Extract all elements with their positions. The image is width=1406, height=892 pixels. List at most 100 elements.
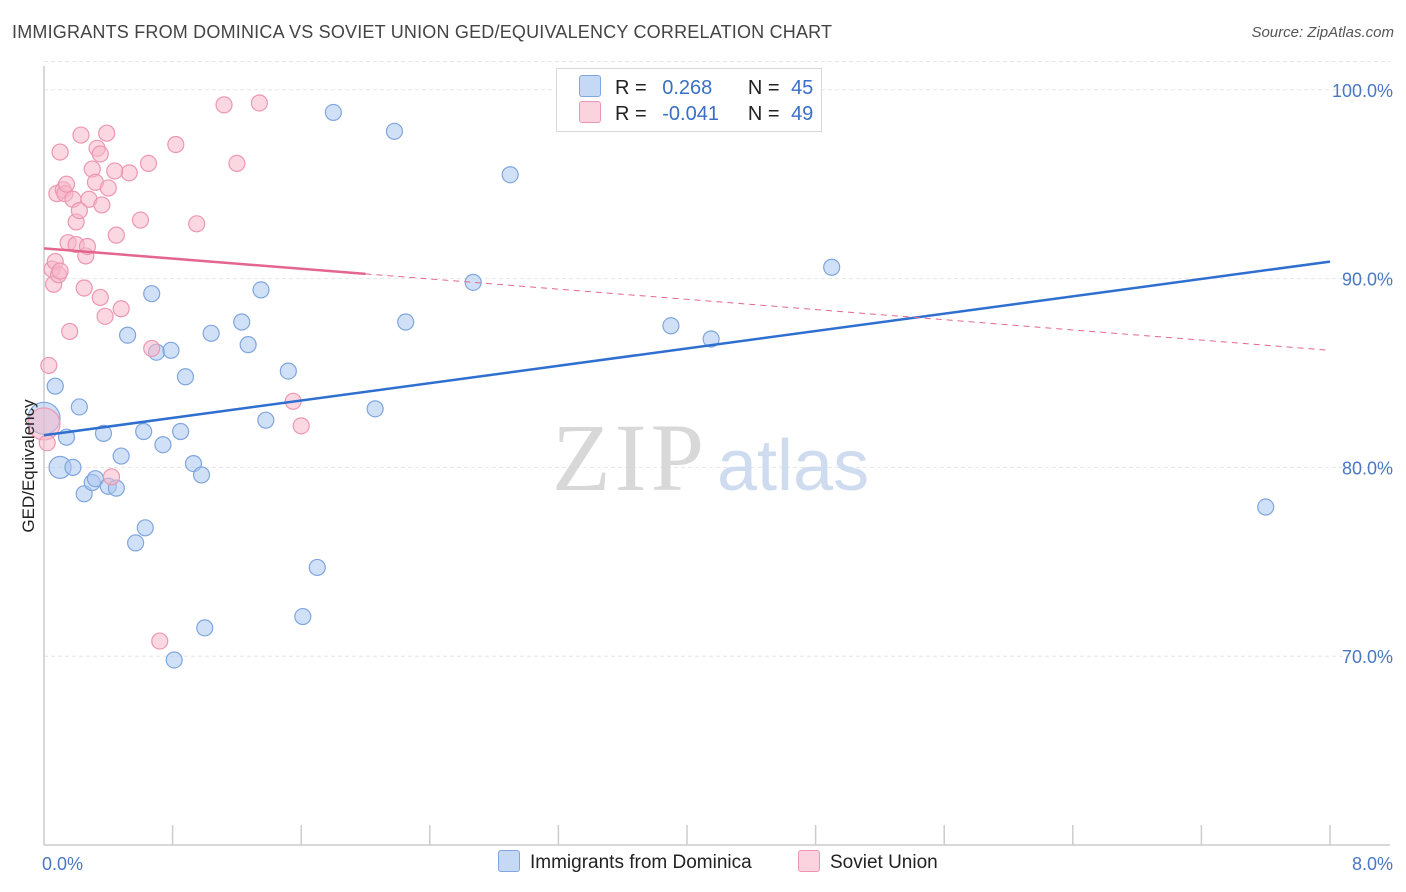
y-axis-label: GED/Equivalency: [19, 399, 38, 533]
point-soviet: [61, 322, 79, 341]
point-soviet: [215, 96, 233, 114]
point-dominica: [239, 336, 257, 354]
point-dominica: [702, 330, 720, 348]
tick-labels: 70.0% 80.0% 90.0% 100.0% 0.0% 8.0%: [42, 81, 1393, 874]
trend-line-dominica: [43, 260, 1331, 437]
point-dominica: [162, 341, 180, 359]
legend-item-soviet[interactable]: Soviet Union: [798, 850, 938, 874]
legend-label-dominica: Immigrants from Dominica: [530, 852, 752, 873]
correlation-legend: R = 0.268 N = 45 R = -0.041 N = 49: [556, 68, 822, 132]
series-legend: Immigrants from Dominica Soviet Union: [0, 850, 1406, 880]
point-soviet: [112, 300, 130, 318]
data-points: [27, 94, 1275, 669]
point-soviet: [91, 288, 109, 307]
point-soviet: [107, 226, 125, 244]
point-dominica: [823, 258, 841, 276]
point-soviet: [96, 307, 114, 325]
point-dominica: [308, 558, 326, 577]
watermark-zip: ZIP: [552, 404, 708, 511]
point-dominica: [127, 534, 145, 552]
legend-r-value: -0.041: [662, 103, 719, 125]
point-soviet: [250, 94, 269, 112]
point-soviet: [188, 215, 206, 233]
point-soviet: [131, 211, 150, 229]
point-dominica: [165, 651, 183, 669]
point-dominica: [143, 285, 161, 303]
point-dominica: [233, 313, 251, 331]
point-dominica: [94, 424, 113, 442]
legend-swatch-dominica: [579, 75, 601, 97]
point-soviet: [40, 356, 58, 375]
point-dominica: [192, 466, 211, 484]
point-dominica: [135, 422, 153, 441]
point-dominica: [118, 326, 137, 344]
point-dominica: [176, 368, 195, 386]
point-dominica: [366, 400, 384, 418]
legend-label-soviet: Soviet Union: [830, 852, 938, 873]
point-dominica: [112, 447, 130, 465]
point-soviet: [139, 154, 158, 172]
x-tick-label: 0.0%: [42, 854, 83, 874]
chart-title: IMMIGRANTS FROM DOMINICA VS SOVIET UNION…: [12, 22, 833, 42]
point-soviet: [106, 162, 124, 180]
point-soviet: [99, 179, 117, 197]
point-soviet: [57, 175, 76, 193]
point-dominica: [279, 362, 297, 380]
point-dominica: [397, 313, 415, 331]
x-tick-label: 8.0%: [1352, 854, 1393, 874]
y-tick-label: 90.0%: [1342, 270, 1393, 290]
point-dominica: [1257, 498, 1275, 516]
point-soviet: [151, 632, 169, 650]
point-dominica: [154, 436, 172, 454]
point-dominica: [501, 166, 519, 184]
legend-swatch-soviet: [579, 101, 601, 123]
point-soviet: [120, 164, 138, 182]
point-soviet: [51, 262, 69, 280]
y-tick-label: 70.0%: [1342, 647, 1393, 667]
watermark: ZIP atlas: [552, 404, 869, 511]
y-tick-label: 100.0%: [1332, 81, 1393, 101]
point-soviet: [228, 154, 246, 172]
grid-lines: [44, 60, 1390, 657]
point-soviet: [38, 434, 56, 452]
point-soviet: [167, 135, 185, 154]
point-soviet: [91, 145, 109, 163]
point-soviet: [51, 143, 69, 161]
watermark-atlas: atlas: [717, 426, 869, 506]
point-dominica: [46, 377, 64, 395]
point-dominica: [464, 273, 482, 291]
point-dominica: [202, 324, 220, 342]
legend-row-soviet: R = -0.041 N = 49: [579, 101, 813, 127]
point-dominica: [252, 281, 270, 299]
axes: [43, 66, 1390, 846]
y-tick-label: 80.0%: [1342, 458, 1393, 478]
point-dominica: [294, 607, 312, 626]
legend-item-dominica[interactable]: Immigrants from Dominica: [498, 850, 752, 874]
legend-r-value: 0.268: [662, 77, 713, 99]
legend-r-label: R =: [615, 103, 647, 125]
legend-n-value: 45: [791, 77, 814, 99]
point-soviet: [292, 417, 310, 435]
legend-swatch-dominica: [498, 850, 520, 872]
legend-n-label: N =: [747, 103, 780, 125]
point-dominica: [196, 619, 214, 637]
source-label: Source: ZipAtlas.com: [1251, 24, 1394, 41]
point-soviet: [75, 279, 93, 297]
point-dominica: [385, 122, 404, 140]
point-dominica: [324, 103, 342, 122]
trend-line-soviet-extension: [365, 273, 1331, 351]
point-soviet: [93, 196, 111, 214]
point-dominica: [172, 422, 190, 441]
legend-r-label: R =: [615, 77, 647, 99]
legend-n-value: 49: [791, 103, 814, 125]
legend-swatch-soviet: [798, 850, 820, 872]
point-soviet: [102, 468, 121, 486]
point-dominica: [257, 411, 275, 429]
point-soviet: [70, 202, 88, 220]
trend-lines: [43, 247, 1331, 437]
legend-row-dominica: R = 0.268 N = 45: [579, 75, 813, 101]
legend-n-label: N =: [747, 77, 780, 99]
trend-line-soviet: [43, 247, 366, 276]
point-dominica: [662, 317, 680, 335]
point-soviet: [143, 339, 161, 358]
